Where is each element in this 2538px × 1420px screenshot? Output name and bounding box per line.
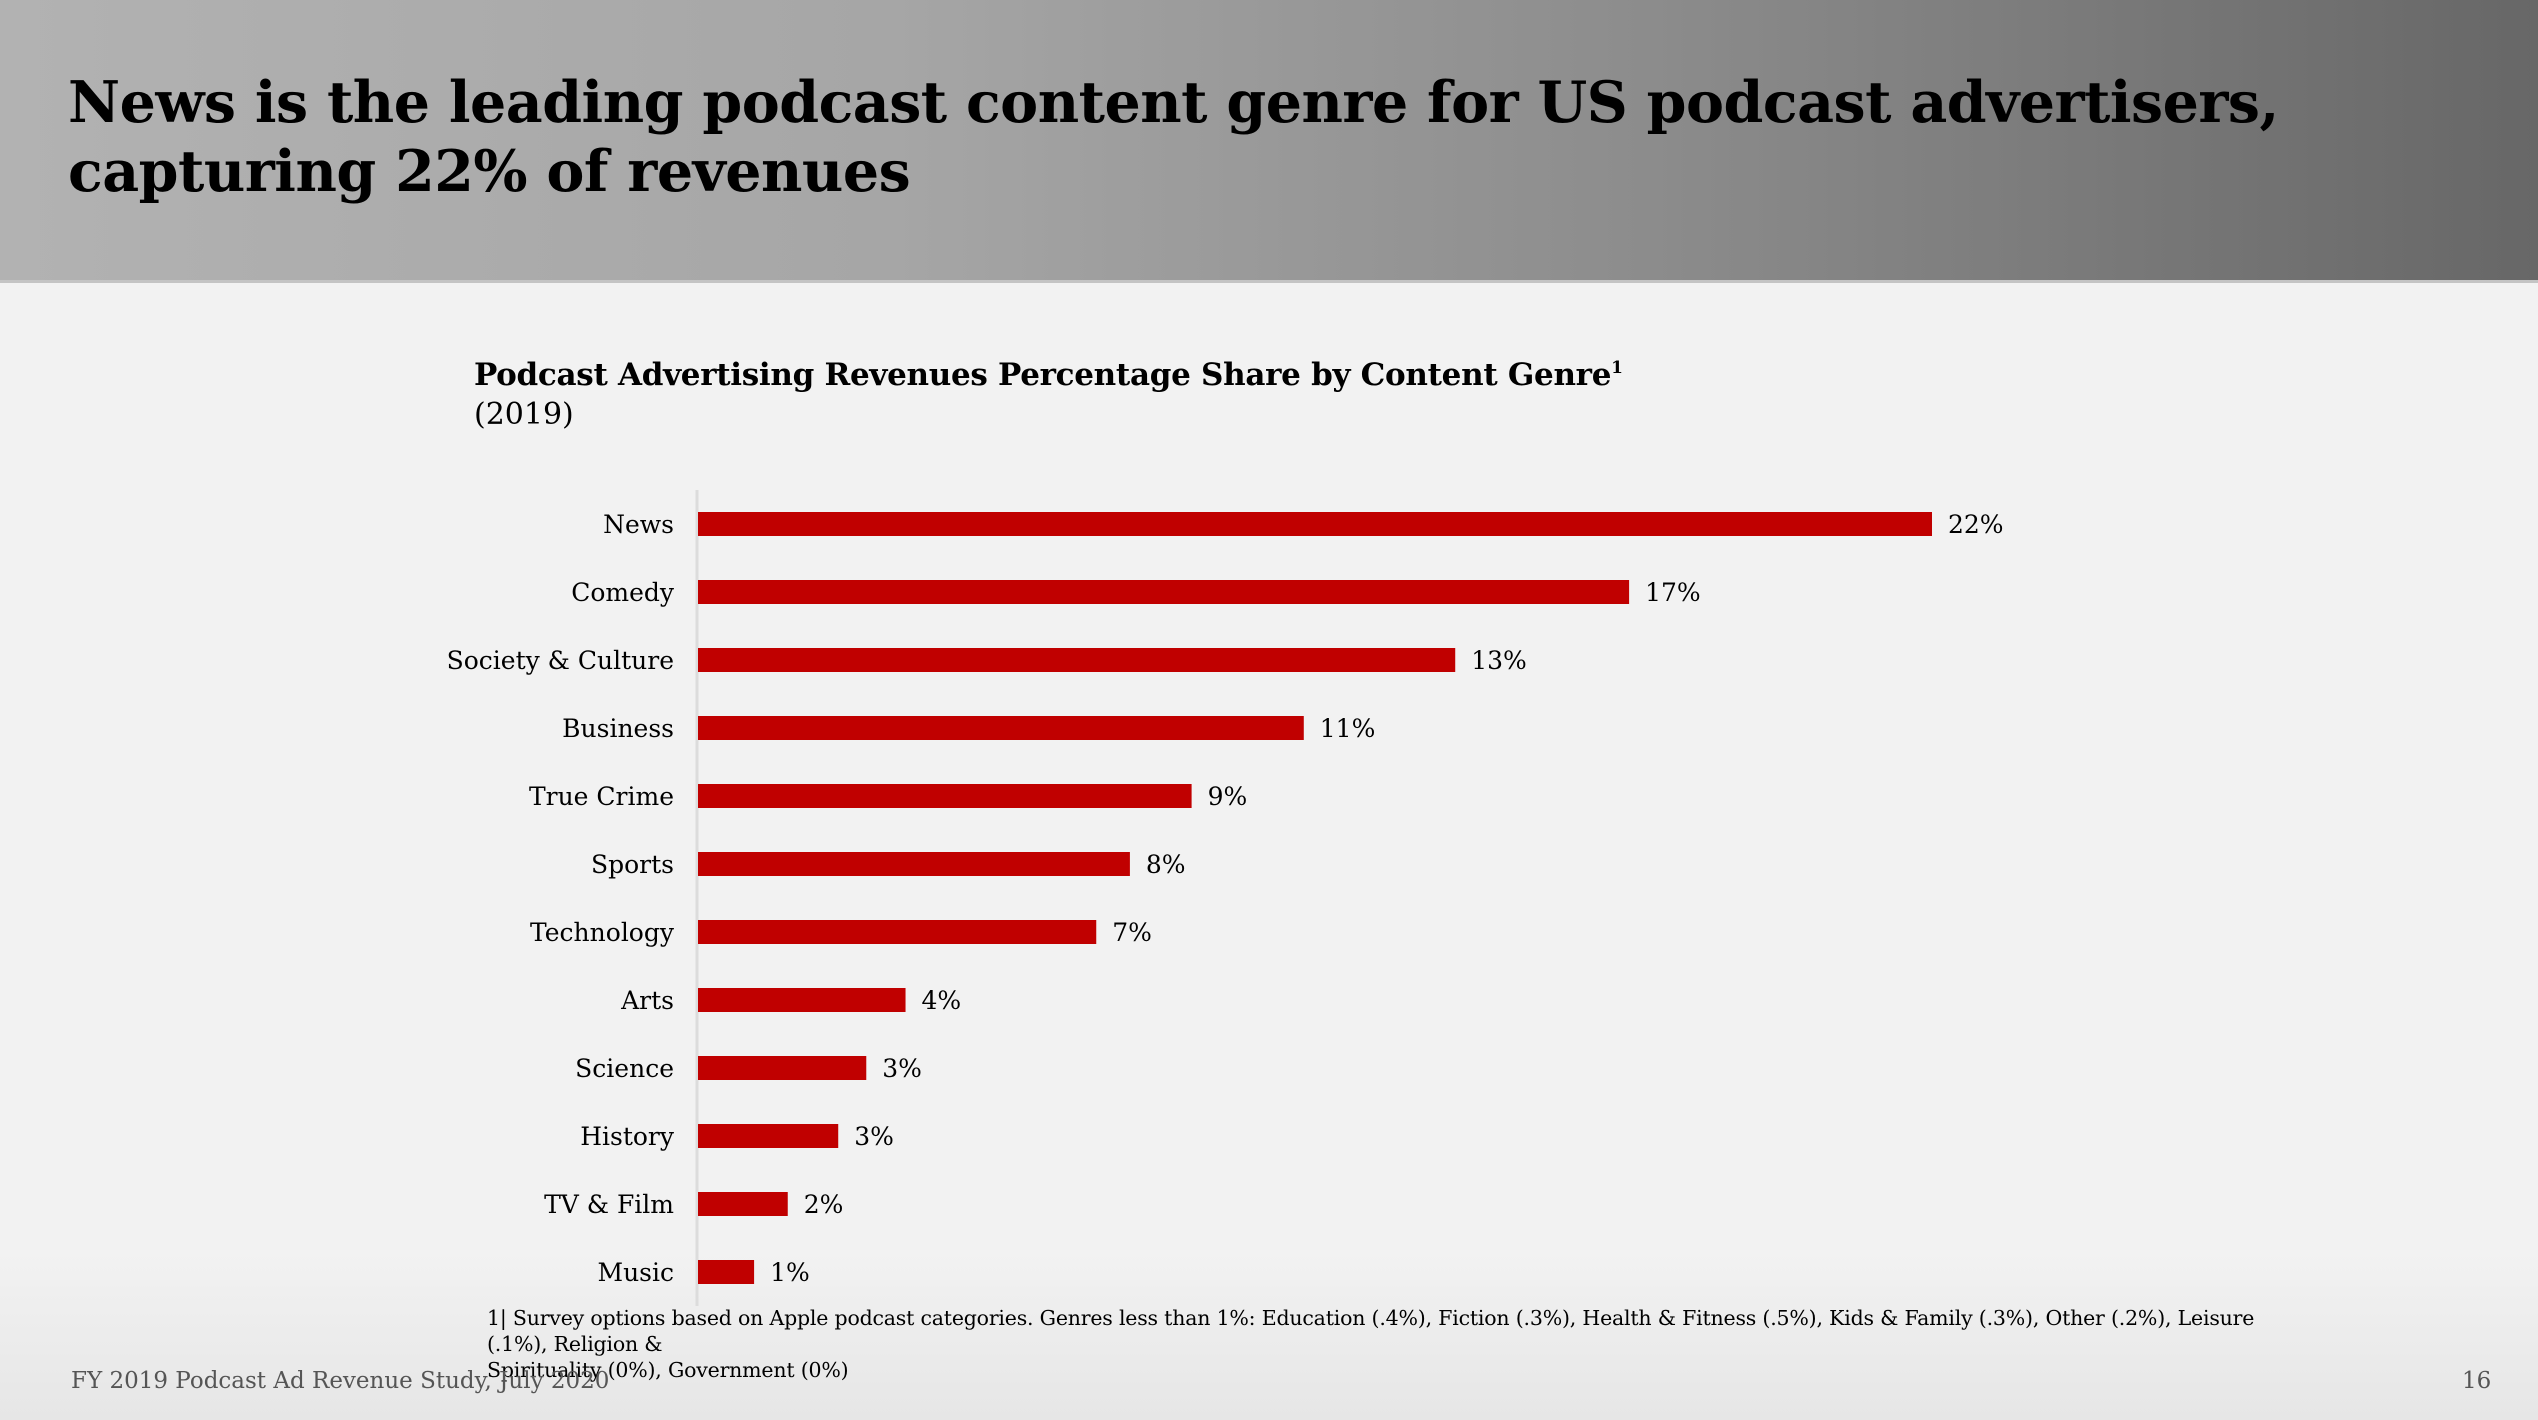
data-label: 13% (1471, 646, 1527, 675)
category-label: News (603, 510, 674, 539)
footnote-line-2: Spirituality (0%), Government (0%) (487, 1358, 849, 1382)
category-label: TV & Film (544, 1190, 674, 1219)
data-label: 8% (1146, 850, 1186, 879)
chart-footnote: 1| Survey options based on Apple podcast… (487, 1305, 2287, 1383)
bar-news (698, 512, 1932, 536)
category-label: True Crime (529, 782, 674, 811)
category-label: History (580, 1122, 675, 1151)
data-label: 3% (882, 1054, 922, 1083)
chart-subtitle: (2019) (474, 397, 574, 432)
chart-title: Podcast Advertising Revenues Percentage … (474, 355, 1623, 395)
data-label: 7% (1112, 918, 1152, 947)
data-label: 2% (804, 1190, 844, 1219)
bar-society-culture (698, 648, 1456, 672)
footnote-line-1: 1| Survey options based on Apple podcast… (487, 1306, 2255, 1356)
bar-technology (698, 920, 1097, 944)
bar-arts (698, 988, 906, 1012)
category-label: Technology (530, 918, 675, 947)
category-label: Society & Culture (447, 646, 674, 675)
category-label: Sports (591, 850, 674, 879)
bar-tv-film (698, 1192, 788, 1216)
category-label: Arts (620, 986, 674, 1015)
bar-history (698, 1124, 839, 1148)
category-label: Music (597, 1258, 674, 1287)
bar-music (698, 1260, 755, 1284)
value-labels-group: 22% 17% 13% 11% 9% 8% 7% 4% 3% 3% 2% 1% (770, 510, 2003, 1287)
category-labels-group: News Comedy Society & Culture Business True … (447, 510, 675, 1287)
data-label: 17% (1645, 578, 1701, 607)
category-label: Business (562, 714, 674, 743)
data-label: 22% (1948, 510, 2004, 539)
bar-comedy (698, 580, 1630, 604)
bars-group (698, 512, 1932, 1284)
slide-header: News is the leading podcast content genr… (0, 0, 2538, 283)
footer-source: FY 2019 Podcast Ad Revenue Study, July 2… (71, 1368, 610, 1394)
data-label: 11% (1320, 714, 1376, 743)
data-label: 9% (1208, 782, 1248, 811)
slide-title-line-2: capturing 22% of revenues (68, 138, 911, 205)
bar-science (698, 1056, 867, 1080)
page-number: 16 (2462, 1368, 2492, 1394)
data-label: 1% (770, 1258, 810, 1287)
bar-true-crime (698, 784, 1192, 808)
data-label: 3% (854, 1122, 894, 1151)
slide-title: News is the leading podcast content genr… (68, 68, 2508, 206)
bar-business (698, 716, 1304, 740)
data-label: 4% (922, 986, 962, 1015)
chart-title-footnote-marker: 1 (1611, 358, 1623, 378)
category-label: Science (575, 1054, 674, 1083)
chart-title-text: Podcast Advertising Revenues Percentage … (474, 357, 1612, 393)
bar-sports (698, 852, 1130, 876)
category-label: Comedy (571, 578, 675, 607)
slide-title-line-1: News is the leading podcast content genr… (68, 69, 2279, 136)
